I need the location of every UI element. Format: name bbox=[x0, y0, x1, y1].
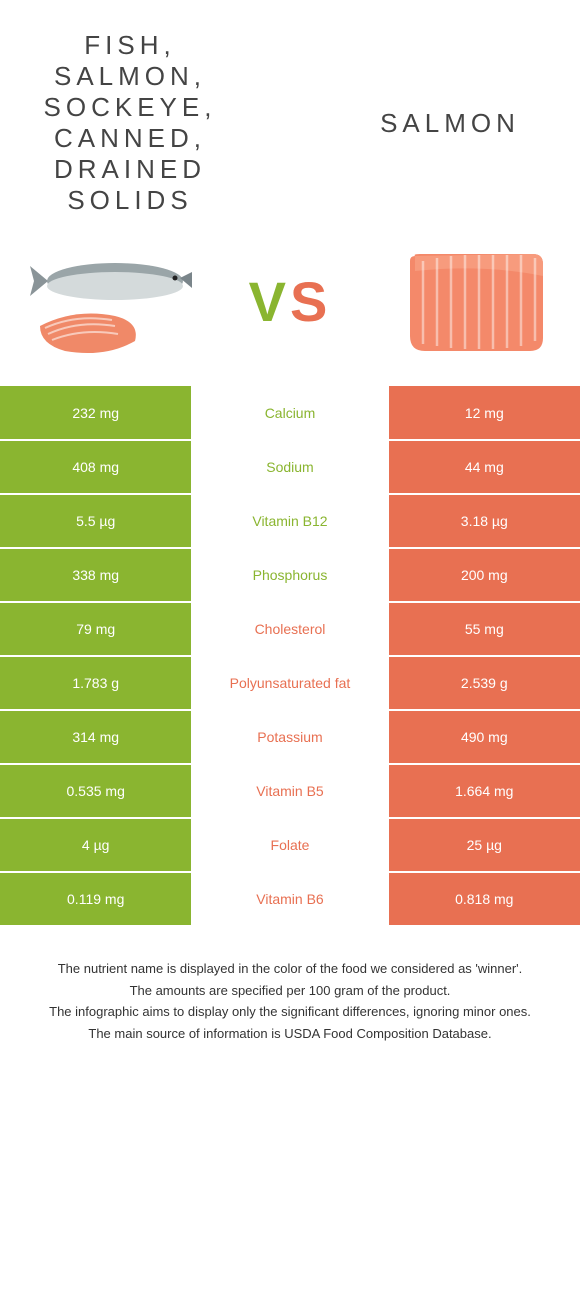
footer-line: The main source of information is USDA F… bbox=[20, 1024, 560, 1044]
right-value: 55 mg bbox=[389, 602, 580, 656]
right-value: 2.539 g bbox=[389, 656, 580, 710]
right-value: 1.664 mg bbox=[389, 764, 580, 818]
nutrient-name: Vitamin B6 bbox=[191, 872, 388, 926]
table-row: 0.119 mgVitamin B60.818 mg bbox=[0, 872, 580, 926]
vs-label: VS bbox=[249, 269, 332, 334]
right-value: 490 mg bbox=[389, 710, 580, 764]
table-row: 408 mgSodium44 mg bbox=[0, 440, 580, 494]
table-row: 4 µgFolate25 µg bbox=[0, 818, 580, 872]
nutrient-name: Polyunsaturated fat bbox=[191, 656, 388, 710]
nutrient-name: Potassium bbox=[191, 710, 388, 764]
nutrient-name: Sodium bbox=[191, 440, 388, 494]
right-value: 12 mg bbox=[389, 386, 580, 440]
left-value: 0.535 mg bbox=[0, 764, 191, 818]
header: FISH, SALMON, SOCKEYE, CANNED, DRAINED S… bbox=[0, 0, 580, 226]
left-value: 79 mg bbox=[0, 602, 191, 656]
food-image-left bbox=[20, 236, 195, 366]
table-row: 338 mgPhosphorus200 mg bbox=[0, 548, 580, 602]
title-right: SALMON bbox=[350, 108, 550, 139]
nutrient-name: Phosphorus bbox=[191, 548, 388, 602]
left-value: 0.119 mg bbox=[0, 872, 191, 926]
footer-line: The amounts are specified per 100 gram o… bbox=[20, 981, 560, 1001]
images-row: VS bbox=[0, 226, 580, 386]
table-row: 79 mgCholesterol55 mg bbox=[0, 602, 580, 656]
right-value: 3.18 µg bbox=[389, 494, 580, 548]
food-image-right bbox=[385, 236, 560, 366]
left-value: 232 mg bbox=[0, 386, 191, 440]
vs-v: V bbox=[249, 270, 290, 333]
right-value: 0.818 mg bbox=[389, 872, 580, 926]
nutrient-name: Cholesterol bbox=[191, 602, 388, 656]
left-value: 4 µg bbox=[0, 818, 191, 872]
right-value: 44 mg bbox=[389, 440, 580, 494]
vs-s: S bbox=[290, 270, 331, 333]
left-value: 1.783 g bbox=[0, 656, 191, 710]
comparison-table: 232 mgCalcium12 mg408 mgSodium44 mg5.5 µ… bbox=[0, 386, 580, 927]
left-value: 314 mg bbox=[0, 710, 191, 764]
table-row: 5.5 µgVitamin B123.18 µg bbox=[0, 494, 580, 548]
table-row: 232 mgCalcium12 mg bbox=[0, 386, 580, 440]
table-row: 1.783 gPolyunsaturated fat2.539 g bbox=[0, 656, 580, 710]
footer-line: The nutrient name is displayed in the co… bbox=[20, 959, 560, 979]
right-value: 200 mg bbox=[389, 548, 580, 602]
footer-line: The infographic aims to display only the… bbox=[20, 1002, 560, 1022]
footer: The nutrient name is displayed in the co… bbox=[0, 927, 580, 1085]
table-row: 314 mgPotassium490 mg bbox=[0, 710, 580, 764]
left-value: 5.5 µg bbox=[0, 494, 191, 548]
title-left: FISH, SALMON, SOCKEYE, CANNED, DRAINED S… bbox=[30, 30, 230, 216]
left-value: 338 mg bbox=[0, 548, 191, 602]
right-value: 25 µg bbox=[389, 818, 580, 872]
nutrient-name: Vitamin B5 bbox=[191, 764, 388, 818]
nutrient-name: Calcium bbox=[191, 386, 388, 440]
nutrient-name: Vitamin B12 bbox=[191, 494, 388, 548]
table-row: 0.535 mgVitamin B51.664 mg bbox=[0, 764, 580, 818]
nutrient-name: Folate bbox=[191, 818, 388, 872]
left-value: 408 mg bbox=[0, 440, 191, 494]
